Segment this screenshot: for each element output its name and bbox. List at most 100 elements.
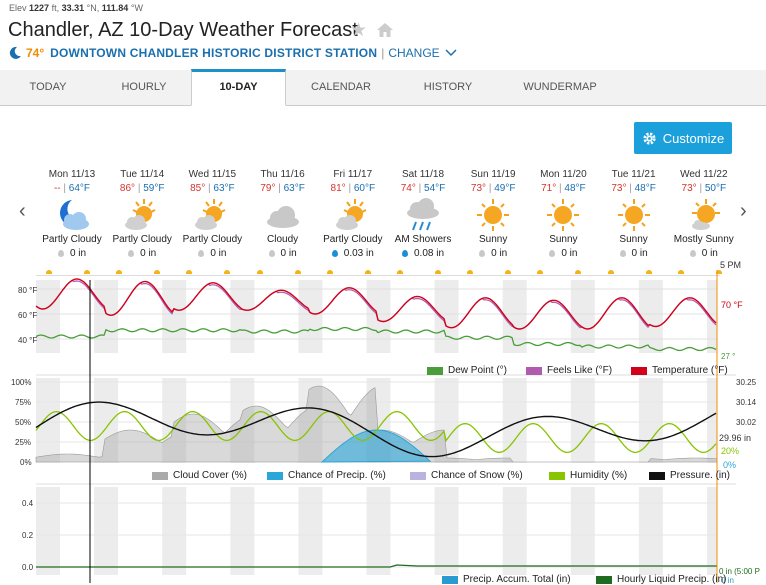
- night-band: [434, 280, 459, 353]
- legend-hourly-liquid[interactable]: Hourly Liquid Precip. (in): [596, 574, 727, 585]
- moon-icon: [9, 46, 21, 59]
- legend-chance-snow[interactable]: Chance of Snow (%): [410, 470, 523, 481]
- tab-history[interactable]: HISTORY: [423, 81, 473, 93]
- night-band: [94, 487, 119, 575]
- customize-button[interactable]: Customize: [634, 122, 732, 154]
- day-column[interactable]: Tue 11/14 86° | 59°F Partly Cloudy 0 in: [107, 166, 177, 274]
- chevron-down-icon[interactable]: [444, 48, 458, 58]
- day-low: 59°F: [143, 183, 165, 194]
- day-column[interactable]: Fri 11/17 81° | 60°F Partly Cloudy 0.03 in: [318, 166, 388, 274]
- legend-swatch: [549, 471, 565, 480]
- night-band: [502, 487, 527, 575]
- legend-dew-point[interactable]: Dew Point (°): [427, 365, 507, 376]
- day-high: 71°: [541, 183, 557, 194]
- day-column[interactable]: Mon 11/20 71° | 48°F Sunny 0 in: [528, 166, 598, 274]
- sunset-marker: [294, 270, 301, 274]
- night-band: [230, 280, 255, 353]
- sunny-icon: [614, 198, 654, 232]
- day-column[interactable]: Sat 11/18 74° | 54°F AM Showers 0.08 in: [388, 166, 458, 274]
- current-temp-readout: 70 °F: [721, 300, 743, 310]
- tab-hourly[interactable]: HOURLY: [121, 81, 167, 93]
- tab-10-day[interactable]: 10-DAY: [191, 69, 286, 106]
- home-icon[interactable]: [376, 21, 394, 39]
- day-condition: Mostly Sunny: [673, 234, 734, 245]
- sunrise-marker: [46, 270, 52, 274]
- no-rain-drop-icon: [549, 250, 556, 257]
- day-low: 63°F: [213, 183, 235, 194]
- change-station-link[interactable]: CHANGE: [388, 46, 440, 60]
- night-band: [638, 378, 663, 463]
- tab-wundermap[interactable]: WUNDERMAP: [523, 81, 597, 93]
- current-pressure-readout: 29.96 in: [719, 433, 752, 443]
- cloudy-icon: [263, 198, 303, 232]
- night-band: [230, 378, 255, 463]
- night-band: [230, 487, 255, 575]
- pct-tick-0: 0%: [20, 458, 32, 467]
- day-column[interactable]: Wed 11/15 85° | 63°F Partly Cloudy 0 in: [177, 166, 247, 274]
- legend-cloud-cover[interactable]: Cloud Cover (%): [152, 470, 247, 481]
- day-hi-lo: 73° | 48°F: [611, 183, 656, 194]
- day-column[interactable]: Wed 11/22 73° | 50°F Mostly Sunny 0 in: [669, 166, 739, 274]
- night-band: [94, 280, 119, 353]
- day-high: --: [53, 183, 61, 194]
- day-date: Sun 11/19: [470, 169, 516, 180]
- no-rain-drop-icon: [619, 250, 626, 257]
- showers-icon: [403, 198, 443, 232]
- day-hi-lo: 71° | 48°F: [541, 183, 586, 194]
- station-name[interactable]: DOWNTOWN CHANDLER HISTORIC DISTRICT STAT…: [50, 46, 378, 60]
- pressure-tick-30-02: 30.02: [736, 418, 757, 427]
- legend-precip-accum[interactable]: Precip. Accum. Total (in): [442, 574, 571, 585]
- hourly-liquid-line: [36, 564, 717, 568]
- legend-feels-like[interactable]: Feels Like (°F): [526, 365, 612, 376]
- sunset-marker: [364, 270, 371, 274]
- day-high: 73°: [470, 183, 487, 194]
- partly-cloudy-icon: [333, 198, 373, 232]
- night-band: [434, 487, 459, 575]
- day-low: 49°F: [494, 183, 516, 194]
- sunny-icon: [473, 198, 513, 232]
- station-elevation: Elev 1227 ft, 33.31 °N, 111.84 °W: [9, 3, 143, 13]
- legend-chance-precip[interactable]: Chance of Precip. (%): [267, 470, 386, 481]
- day-low: 50°F: [704, 183, 727, 194]
- current-humidity-readout: 20%: [721, 446, 740, 456]
- legend-pressure[interactable]: Pressure. (in): [649, 470, 730, 481]
- day-condition: Sunny: [619, 234, 648, 245]
- forecast-tabs: TODAY HOURLY 10-DAY CALENDAR HISTORY WUN…: [0, 69, 766, 106]
- pressure-tick-30-14: 30.14: [736, 398, 757, 407]
- no-rain-drop-icon: [128, 250, 135, 257]
- sunrise-marker: [467, 270, 474, 274]
- no-rain-drop-icon: [57, 250, 64, 257]
- legend-humidity[interactable]: Humidity (%): [549, 470, 627, 481]
- night-band: [707, 280, 717, 353]
- day-precip: 0 in: [669, 248, 739, 259]
- day-condition: AM Showers: [394, 234, 452, 245]
- next-days-arrow[interactable]: ›: [740, 200, 747, 222]
- dew-point-line: [35, 326, 717, 352]
- tab-today[interactable]: TODAY: [29, 81, 67, 93]
- legend-temperature[interactable]: Temperature (°F): [631, 365, 728, 376]
- sunset-marker: [645, 270, 652, 274]
- day-low: 54°F: [424, 183, 446, 194]
- sunrise-marker: [186, 270, 193, 274]
- previous-days-arrow[interactable]: ‹: [19, 200, 26, 222]
- day-column[interactable]: Mon 11/13 -- | 64°F Partly Cloudy 0 in: [37, 166, 107, 274]
- night-band: [434, 378, 459, 463]
- day-precip: 0.08 in: [388, 248, 458, 259]
- no-rain-drop-icon: [689, 250, 696, 257]
- day-date: Wed 11/15: [188, 169, 237, 180]
- day-high: 73°: [681, 183, 697, 194]
- day-condition: Partly Cloudy: [112, 234, 172, 245]
- day-precip: 0 in: [528, 248, 598, 259]
- day-date: Mon 11/13: [48, 169, 96, 180]
- favorite-star-icon[interactable]: ★: [350, 20, 368, 41]
- day-hi-lo: 81° | 60°F: [330, 183, 376, 194]
- day-column[interactable]: Tue 11/21 73° | 48°F Sunny 0 in: [599, 166, 669, 274]
- sunset-marker: [575, 270, 582, 274]
- day-column[interactable]: Thu 11/16 79° | 63°F Cloudy 0 in: [248, 166, 318, 274]
- tab-calendar[interactable]: CALENDAR: [311, 81, 371, 93]
- day-date: Fri 11/17: [333, 169, 373, 180]
- day-column[interactable]: Sun 11/19 73° | 49°F Sunny 0 in: [458, 166, 528, 274]
- partly-cloudy-icon: [122, 198, 162, 232]
- day-precip: 0 in: [37, 248, 107, 259]
- day-condition: Partly Cloudy: [182, 234, 243, 245]
